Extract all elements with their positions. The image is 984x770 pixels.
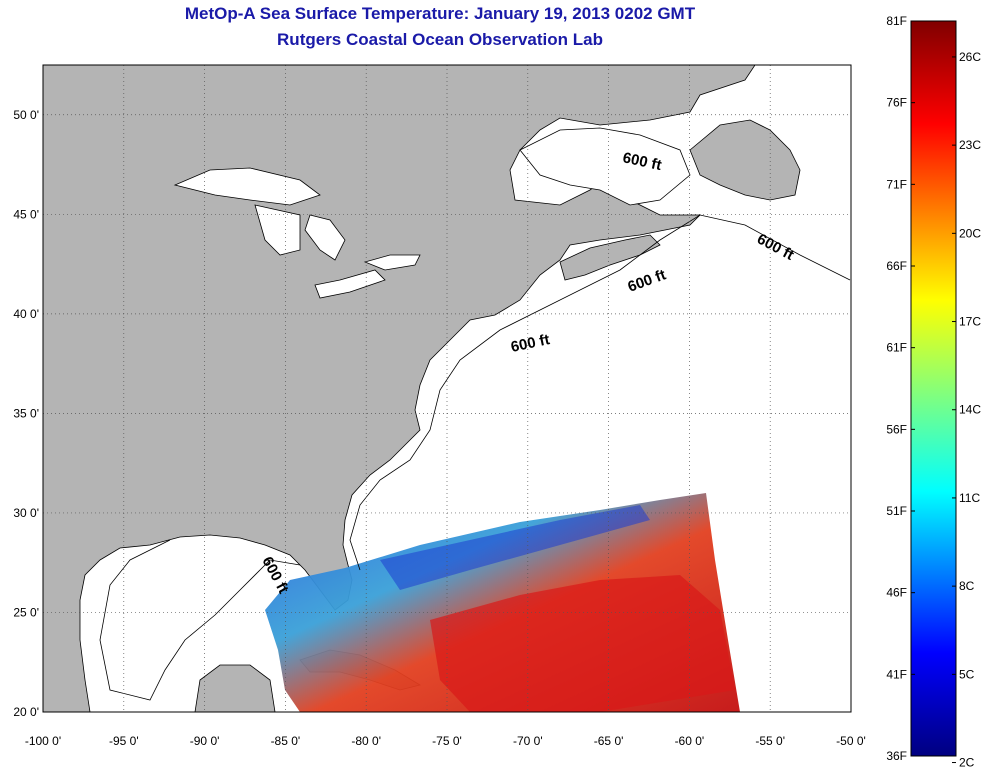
colorbar-f-label: 66F xyxy=(886,259,907,273)
colorbar-f-label: 36F xyxy=(886,749,907,763)
lon-tick-label: -55 0' xyxy=(755,734,785,748)
colorbar-f-label: 41F xyxy=(886,667,907,681)
longitude-axis: -100 0' -95 0' -90 0' -85 0' -80 0' -75 0' -70… xyxy=(25,734,866,748)
lat-tick-label: 35 0' xyxy=(13,406,39,420)
colorbar-c-label: 26C xyxy=(959,50,981,64)
colorbar-c-label: 23C xyxy=(959,138,981,152)
gulf-st-lawrence xyxy=(519,127,691,206)
map-title: MetOp-A Sea Surface Temperature: January… xyxy=(184,4,696,23)
colorbar-c-label: 17C xyxy=(959,315,981,329)
colorbar-f-label: 51F xyxy=(886,504,907,518)
colorbar-c-label: 2C xyxy=(959,756,975,770)
latitude-axis: 50 0' 45 0' 40 0' 35 0' 30 0' 25 0' 20 0' xyxy=(13,108,39,719)
lon-tick-label: -65 0' xyxy=(594,734,624,748)
isobath-600ft xyxy=(99,214,851,701)
lon-tick-label: -90 0' xyxy=(190,734,220,748)
land-nova-scotia xyxy=(559,234,661,281)
colorbar-c-label: 8C xyxy=(959,579,975,593)
colorbar xyxy=(910,20,957,757)
colorbar-f-label: 61F xyxy=(886,341,907,355)
colorbar-celsius-labels: 26C 23C 20C 17C 14C 11C 8C 5C 2C xyxy=(952,50,981,770)
lon-tick-label: -75 0' xyxy=(432,734,462,748)
lat-tick-label: 30 0' xyxy=(13,506,39,520)
land-north-america xyxy=(43,65,756,712)
lat-tick-label: 50 0' xyxy=(13,108,39,122)
land-newfoundland xyxy=(689,119,801,201)
colorbar-f-label: 76F xyxy=(886,96,907,110)
sst-cool-band xyxy=(380,505,650,590)
lon-tick-label: -70 0' xyxy=(513,734,543,748)
lat-tick-label: 25 0' xyxy=(13,605,39,619)
colorbar-f-label: 71F xyxy=(886,177,907,191)
map-frame xyxy=(42,64,852,713)
lat-tick-label: 45 0' xyxy=(13,207,39,221)
lat-tick-label: 20 0' xyxy=(13,705,39,719)
colorbar-fahrenheit-labels: 81F 76F 71F 66F 61F 56F 51F 46F 41F 36F xyxy=(886,14,915,763)
graticule-grid xyxy=(43,65,851,712)
lon-tick-label: -95 0' xyxy=(109,734,139,748)
lon-tick-label: -80 0' xyxy=(351,734,381,748)
colorbar-c-label: 20C xyxy=(959,226,981,240)
lon-tick-label: -60 0' xyxy=(675,734,705,748)
colorbar-c-label: 5C xyxy=(959,667,975,681)
map-subtitle: Rutgers Coastal Ocean Observation Lab xyxy=(277,30,603,49)
colorbar-c-label: 14C xyxy=(959,403,981,417)
colorbar-c-label: 11C xyxy=(959,491,980,505)
colorbar-f-label: 81F xyxy=(886,14,907,28)
sst-warm-core xyxy=(430,575,735,712)
lat-tick-label: 40 0' xyxy=(13,307,39,321)
lon-tick-label: -85 0' xyxy=(271,734,301,748)
great-lakes xyxy=(173,167,421,299)
lon-tick-label: -100 0' xyxy=(25,734,61,748)
land-yucatan xyxy=(194,664,276,712)
colorbar-f-label: 46F xyxy=(886,586,907,600)
lon-tick-label: -50 0' xyxy=(836,734,866,748)
colorbar-f-label: 56F xyxy=(886,422,907,436)
